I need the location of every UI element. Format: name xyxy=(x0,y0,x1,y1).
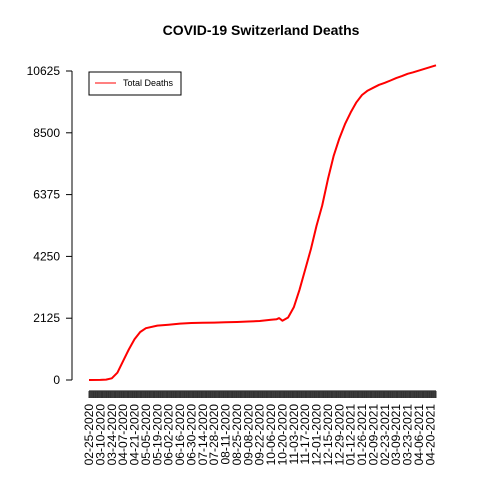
x-tick-label: 06-16-2020 xyxy=(173,404,187,466)
x-tick-label: 01-26-2021 xyxy=(355,404,369,466)
x-tick-label: 04-06-2021 xyxy=(412,404,426,466)
x-tick-label: 12-29-2020 xyxy=(332,404,346,466)
x-tick-label: 02-23-2021 xyxy=(378,404,392,466)
y-tick-label: 8500 xyxy=(33,126,60,140)
plot-area xyxy=(88,64,437,381)
y-tick-label: 6375 xyxy=(33,188,60,202)
x-tick-label: 03-10-2020 xyxy=(93,404,107,466)
y-tick-label: 10625 xyxy=(27,64,61,78)
x-tick-label: 04-07-2020 xyxy=(116,404,130,466)
y-axis: 0 2125 4250 6375 8500 10625 xyxy=(27,64,73,387)
y-tick-label: 4250 xyxy=(33,249,60,263)
series-line-total-deaths xyxy=(88,64,437,381)
x-tick-label: 03-24-2020 xyxy=(105,404,119,466)
legend-entry-total-deaths: Total Deaths xyxy=(123,78,174,88)
legend-box xyxy=(88,71,182,96)
x-tick-label: 10-06-2020 xyxy=(264,404,278,466)
x-tick-label: 04-21-2020 xyxy=(128,404,142,466)
x-tick-label: 03-23-2021 xyxy=(401,404,415,466)
x-tick-label: 11-17-2020 xyxy=(298,404,312,465)
x-tick-label: 05-05-2020 xyxy=(139,404,153,466)
x-tick-label: 06-02-2020 xyxy=(162,404,176,466)
x-tick-label: 12-15-2020 xyxy=(321,404,335,466)
x-tick-label: 04-20-2021 xyxy=(423,404,437,466)
x-tick-label: 11-03-2020 xyxy=(287,404,301,465)
x-tick-label: 09-08-2020 xyxy=(241,404,255,466)
x-tick-label: 01-12-2021 xyxy=(344,404,358,466)
x-tick-label: 08-25-2020 xyxy=(230,404,244,466)
x-tick-label: 10-20-2020 xyxy=(275,404,289,466)
x-tick-label: 06-30-2020 xyxy=(184,404,198,466)
x-axis: 02-25-202003-10-202003-24-202004-07-2020… xyxy=(82,390,437,466)
x-tick-label: 07-14-2020 xyxy=(196,404,210,466)
legend: Total Deaths xyxy=(88,71,182,96)
x-tick-label: 05-19-2020 xyxy=(150,404,164,466)
x-tick-label: 12-01-2020 xyxy=(310,404,324,466)
chart-title: COVID-19 Switzerland Deaths xyxy=(163,22,360,38)
x-tick-label: 08-11-2020 xyxy=(219,404,233,465)
x-tick-label: 07-28-2020 xyxy=(207,404,221,466)
x-tick-label: 09-22-2020 xyxy=(253,404,267,466)
x-tick-label: 02-09-2021 xyxy=(366,404,380,466)
y-tick-label: 2125 xyxy=(33,311,60,325)
y-tick-label: 0 xyxy=(53,373,60,387)
x-tick-label: 02-25-2020 xyxy=(82,404,96,466)
x-tick-label: 03-09-2021 xyxy=(389,404,403,466)
